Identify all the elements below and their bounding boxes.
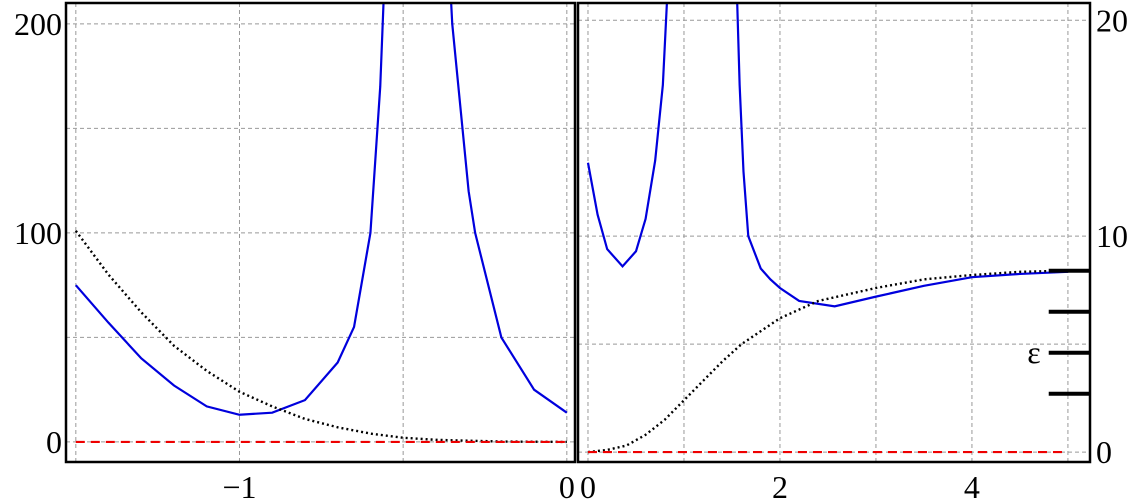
y-tick-label: 200 [14,6,62,42]
plot-area [74,3,568,444]
series-line [74,230,567,444]
y-tick-label: 20 [1096,2,1128,38]
x-tick-label: −1 [222,469,256,503]
y-tick-label: 10 [1096,218,1128,254]
series-line [74,3,568,416]
y-tick-label: 0 [46,424,62,460]
series-line [587,269,1068,454]
x-tick-label: 0 [559,469,575,503]
series-line [586,3,1068,308]
y-tick-label: 100 [14,215,62,251]
plot-area [586,3,1068,454]
level-label: ε [1027,334,1040,370]
y-tick-label: 0 [1096,434,1112,470]
x-tick-label: 2 [772,469,788,503]
frame [576,1,1092,464]
x-tick-label: 0 [580,469,596,503]
x-tick-label: 4 [964,469,980,503]
frame [64,1,577,464]
